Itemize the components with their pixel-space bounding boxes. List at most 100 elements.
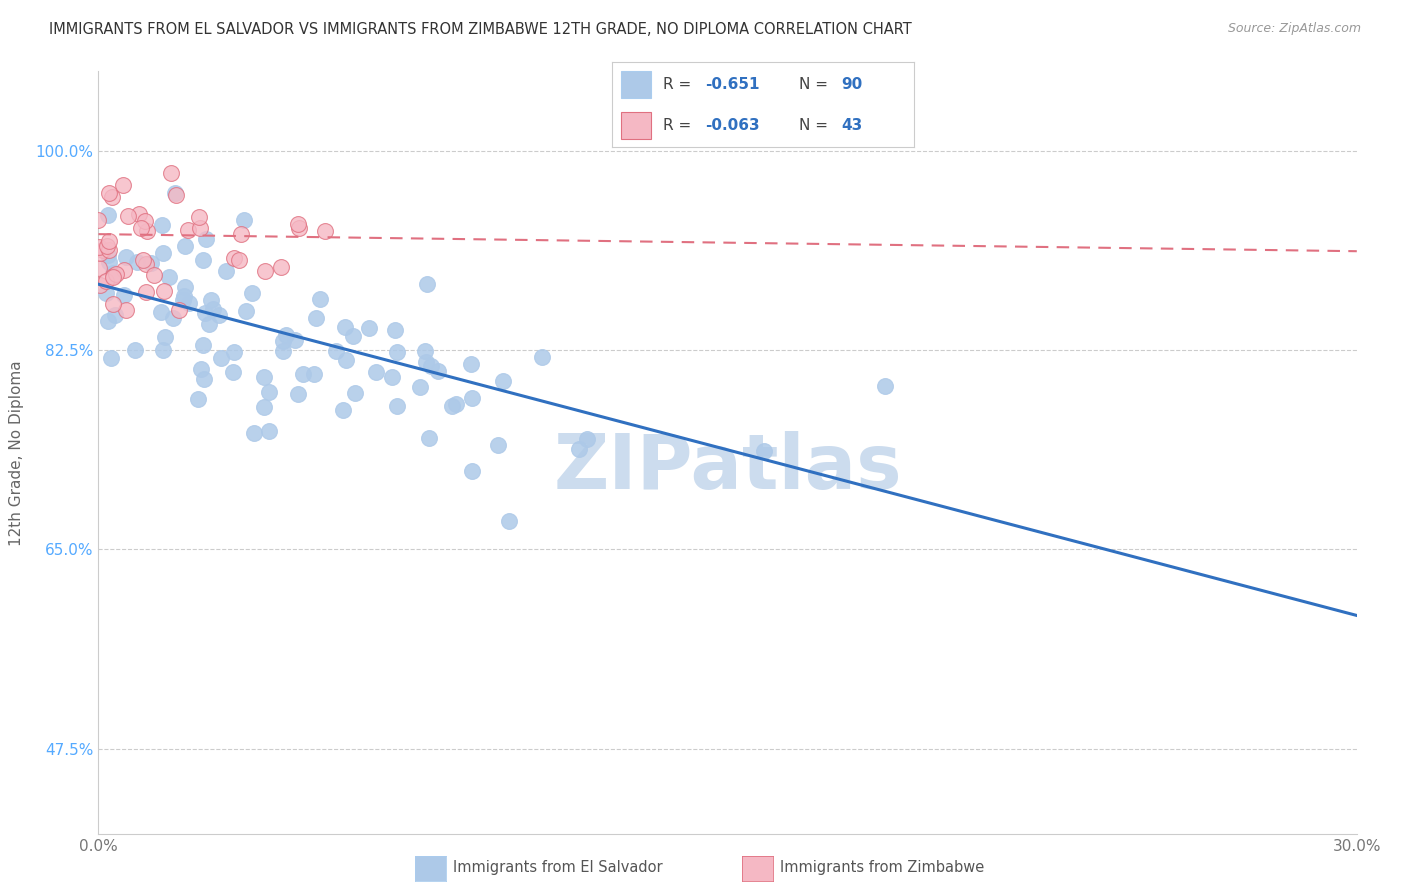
Point bbox=[149, 305, 172, 319]
Point bbox=[531, 350, 554, 364]
Point bbox=[335, 353, 357, 368]
Point bbox=[253, 400, 276, 414]
Point bbox=[103, 308, 125, 322]
Point bbox=[208, 309, 231, 323]
Point bbox=[332, 402, 354, 417]
Point bbox=[385, 400, 408, 414]
Point bbox=[235, 304, 257, 318]
Point bbox=[89, 278, 111, 293]
Point bbox=[89, 246, 111, 260]
Point bbox=[172, 293, 194, 308]
Point bbox=[385, 345, 408, 359]
Point bbox=[190, 362, 212, 376]
Point bbox=[150, 218, 173, 232]
Point bbox=[174, 280, 197, 294]
Point bbox=[440, 399, 463, 413]
Point bbox=[104, 267, 127, 281]
Point bbox=[427, 364, 450, 378]
Point bbox=[200, 293, 222, 307]
Text: 43: 43 bbox=[841, 118, 863, 133]
Point bbox=[253, 369, 276, 384]
Point bbox=[100, 351, 122, 366]
Point bbox=[132, 252, 155, 267]
Point bbox=[112, 287, 135, 301]
Point bbox=[325, 343, 347, 358]
Text: -0.651: -0.651 bbox=[706, 77, 759, 92]
Point bbox=[344, 386, 367, 401]
Point bbox=[97, 248, 120, 262]
Point bbox=[873, 378, 896, 392]
Point bbox=[94, 274, 117, 288]
Point bbox=[568, 442, 591, 456]
Point bbox=[97, 314, 120, 328]
Point bbox=[333, 319, 356, 334]
Point bbox=[193, 372, 215, 386]
Point bbox=[202, 302, 225, 317]
Point bbox=[125, 255, 148, 269]
Point bbox=[243, 425, 266, 440]
Point bbox=[97, 255, 120, 269]
Point bbox=[114, 303, 136, 318]
Point bbox=[188, 221, 211, 235]
Text: N =: N = bbox=[799, 118, 828, 133]
Point bbox=[97, 208, 120, 222]
Point bbox=[139, 256, 162, 270]
Point bbox=[240, 286, 263, 301]
Point bbox=[381, 369, 404, 384]
Point bbox=[162, 310, 184, 325]
Point bbox=[257, 424, 280, 438]
Point bbox=[461, 391, 484, 405]
Point bbox=[384, 323, 406, 337]
Point bbox=[153, 330, 176, 344]
Text: -0.063: -0.063 bbox=[706, 118, 761, 133]
Point bbox=[276, 328, 298, 343]
Point bbox=[194, 306, 217, 320]
Point bbox=[115, 250, 138, 264]
Point bbox=[152, 245, 174, 260]
Point bbox=[253, 264, 276, 278]
Point bbox=[165, 186, 187, 201]
Point bbox=[191, 338, 214, 352]
Point bbox=[124, 343, 146, 358]
Point bbox=[215, 263, 238, 277]
Text: Immigrants from Zimbabwe: Immigrants from Zimbabwe bbox=[780, 861, 984, 875]
Point bbox=[229, 227, 252, 241]
Text: 90: 90 bbox=[841, 77, 863, 92]
Point bbox=[112, 178, 135, 192]
Point bbox=[754, 443, 776, 458]
Text: IMMIGRANTS FROM EL SALVADOR VS IMMIGRANTS FROM ZIMBABWE 12TH GRADE, NO DIPLOMA C: IMMIGRANTS FROM EL SALVADOR VS IMMIGRANT… bbox=[49, 22, 912, 37]
Point bbox=[101, 297, 124, 311]
Point bbox=[416, 277, 439, 292]
Point bbox=[222, 344, 245, 359]
Point bbox=[288, 221, 311, 235]
Text: Immigrants from El Salvador: Immigrants from El Salvador bbox=[453, 861, 662, 875]
Point bbox=[173, 239, 195, 253]
Point bbox=[87, 240, 110, 254]
Point bbox=[413, 344, 436, 359]
Point bbox=[135, 257, 157, 271]
Point bbox=[270, 260, 292, 274]
Point bbox=[98, 234, 121, 248]
Point bbox=[101, 266, 124, 280]
Point bbox=[284, 333, 307, 347]
Point bbox=[194, 232, 217, 246]
Text: N =: N = bbox=[799, 77, 828, 92]
Point bbox=[314, 224, 336, 238]
Point bbox=[135, 224, 157, 238]
Point bbox=[342, 329, 364, 343]
Text: Source: ZipAtlas.com: Source: ZipAtlas.com bbox=[1227, 22, 1361, 36]
Point bbox=[157, 270, 180, 285]
Point bbox=[287, 387, 309, 401]
Point bbox=[128, 207, 150, 221]
FancyBboxPatch shape bbox=[620, 112, 651, 139]
Point bbox=[98, 243, 121, 257]
FancyBboxPatch shape bbox=[620, 71, 651, 98]
Point bbox=[292, 367, 315, 381]
Point bbox=[302, 367, 325, 381]
Point bbox=[101, 268, 124, 283]
Point bbox=[257, 384, 280, 399]
Point bbox=[167, 303, 190, 318]
Point bbox=[232, 212, 254, 227]
Point bbox=[308, 293, 330, 307]
Point bbox=[87, 212, 110, 227]
